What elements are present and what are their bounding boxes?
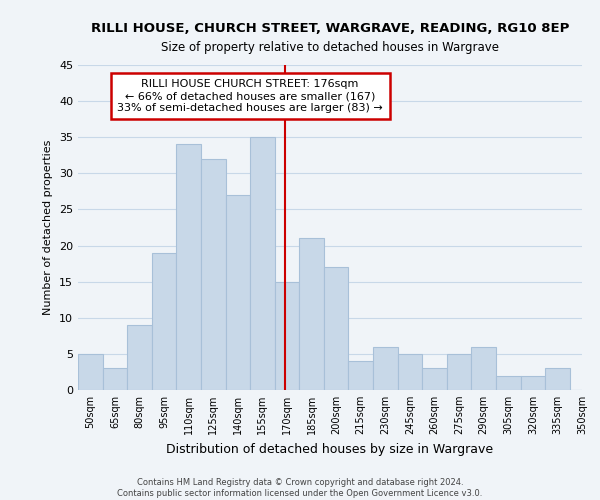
Bar — [324, 267, 349, 390]
Bar — [521, 376, 545, 390]
Bar — [299, 238, 324, 390]
Text: RILLI HOUSE CHURCH STREET: 176sqm
← 66% of detached houses are smaller (167)
33%: RILLI HOUSE CHURCH STREET: 176sqm ← 66% … — [117, 80, 383, 112]
Bar — [496, 376, 521, 390]
Bar — [127, 325, 152, 390]
Text: Contains HM Land Registry data © Crown copyright and database right 2024.
Contai: Contains HM Land Registry data © Crown c… — [118, 478, 482, 498]
Bar — [226, 195, 250, 390]
Text: Size of property relative to detached houses in Wargrave: Size of property relative to detached ho… — [161, 41, 499, 54]
Bar — [103, 368, 127, 390]
Bar — [275, 282, 299, 390]
Bar — [545, 368, 570, 390]
Bar — [176, 144, 201, 390]
Bar — [398, 354, 422, 390]
X-axis label: Distribution of detached houses by size in Wargrave: Distribution of detached houses by size … — [166, 442, 494, 456]
Y-axis label: Number of detached properties: Number of detached properties — [43, 140, 53, 315]
Bar — [349, 361, 373, 390]
Bar — [250, 137, 275, 390]
Bar — [152, 253, 176, 390]
Bar — [472, 346, 496, 390]
Bar — [201, 159, 226, 390]
Bar — [373, 346, 398, 390]
Bar — [78, 354, 103, 390]
Text: RILLI HOUSE, CHURCH STREET, WARGRAVE, READING, RG10 8EP: RILLI HOUSE, CHURCH STREET, WARGRAVE, RE… — [91, 22, 569, 36]
Bar — [447, 354, 472, 390]
Bar — [422, 368, 447, 390]
